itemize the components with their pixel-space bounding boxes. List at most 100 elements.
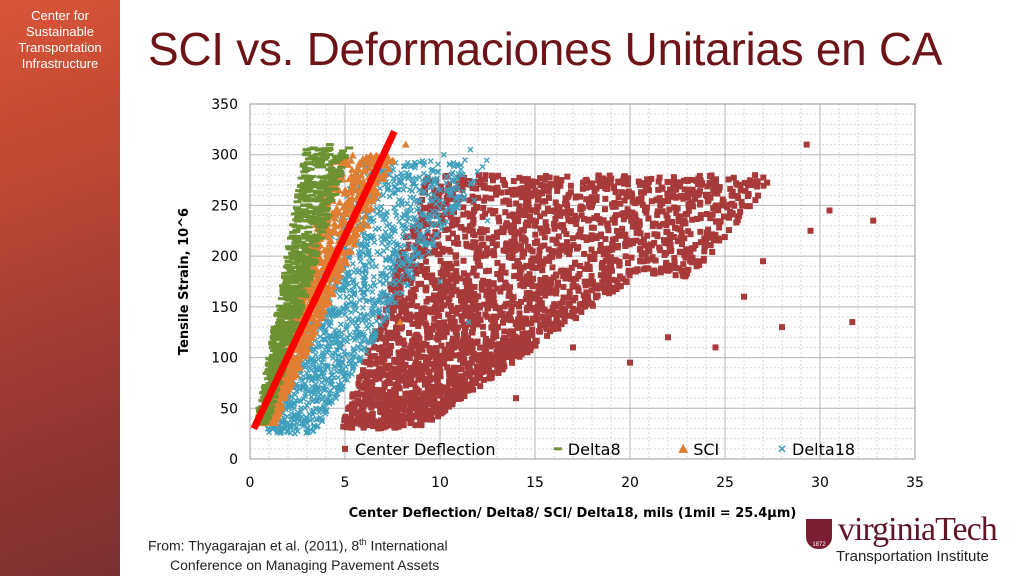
data-point: [483, 289, 490, 296]
data-point: [466, 373, 473, 380]
data-point: [433, 376, 440, 383]
data-point: [737, 208, 744, 215]
data-point: [396, 313, 403, 320]
data-point: [560, 294, 567, 301]
data-point: [552, 320, 559, 327]
data-point: [542, 323, 549, 330]
data-point: [435, 413, 442, 420]
data-point: [463, 291, 470, 298]
data-point: [567, 182, 574, 189]
data-point: [562, 272, 569, 279]
data-point: [489, 210, 496, 217]
data-point: [493, 242, 500, 249]
data-point: [522, 221, 529, 228]
data-point: [503, 345, 510, 352]
data-point: [398, 358, 405, 365]
data-point: [393, 262, 400, 269]
data-point: [540, 187, 547, 194]
data-point: [362, 380, 369, 387]
data-point: [455, 364, 462, 371]
data-point: [398, 260, 405, 267]
data-point: [749, 181, 756, 188]
data-point: [583, 236, 590, 243]
data-point: [391, 366, 398, 373]
data-point: [361, 290, 368, 297]
data-point: [393, 173, 400, 180]
data-point: [356, 160, 365, 168]
data-point: [462, 370, 469, 377]
data-point: [685, 207, 692, 214]
data-point: [449, 184, 456, 191]
data-point: [662, 198, 669, 205]
data-point: [452, 221, 459, 228]
data-point: [489, 177, 496, 184]
data-point: [433, 306, 440, 313]
data-point: [331, 222, 340, 230]
data-point: [665, 334, 671, 341]
data-point: [307, 417, 314, 424]
data-point: [429, 349, 436, 356]
data-point: [573, 245, 580, 252]
data-point: [351, 170, 360, 178]
data-point: [435, 388, 442, 395]
data-point: [532, 187, 539, 194]
data-point: [408, 302, 415, 309]
data-point: [554, 279, 561, 286]
data-point: [550, 220, 557, 227]
data-point: [467, 146, 474, 153]
data-point: [494, 350, 501, 357]
data-point: [501, 303, 508, 310]
data-point: [368, 415, 375, 422]
data-point: [388, 309, 395, 316]
data-point: [849, 319, 856, 326]
data-point: [406, 172, 413, 179]
data-point: [436, 312, 443, 319]
data-point: [438, 342, 445, 349]
data-point: [499, 263, 506, 270]
data-point: [431, 400, 438, 407]
data-point: [477, 383, 484, 390]
data-point: [449, 230, 456, 237]
data-point: [391, 357, 398, 364]
data-point: [446, 191, 453, 198]
data-point: [581, 278, 588, 285]
data-point: [401, 316, 408, 323]
data-point: [730, 192, 737, 199]
data-point: [460, 174, 467, 181]
data-point: [388, 228, 395, 235]
data-point: [551, 207, 558, 214]
data-point: [371, 353, 378, 360]
data-point: [403, 218, 410, 225]
data-point: [646, 187, 652, 194]
data-point: [339, 383, 346, 390]
data-point: [454, 234, 461, 241]
data-point: [425, 214, 432, 221]
data-point: [412, 399, 419, 406]
data-point: [558, 321, 565, 328]
data-point: [538, 302, 545, 309]
data-point: [346, 156, 355, 164]
data-point: [410, 194, 417, 201]
data-point: [493, 229, 500, 236]
data-point: [448, 390, 455, 397]
data-point: [552, 249, 559, 256]
data-point: [667, 241, 674, 248]
data-point: [608, 262, 615, 269]
data-point: [422, 271, 429, 278]
data-point: [384, 329, 391, 336]
data-point: [738, 198, 745, 205]
data-point: [544, 332, 551, 339]
data-point: [298, 352, 307, 360]
data-point: [378, 421, 385, 428]
data-point: [466, 363, 473, 370]
data-point: [516, 353, 523, 360]
data-point: [681, 235, 688, 242]
data-point: [528, 305, 535, 312]
data-point: [684, 210, 691, 217]
data-point: [423, 266, 430, 273]
data-point: [421, 381, 428, 388]
data-point: [520, 283, 527, 290]
data-point: [340, 373, 347, 380]
data-point: [515, 316, 522, 323]
data-point: [375, 299, 382, 306]
